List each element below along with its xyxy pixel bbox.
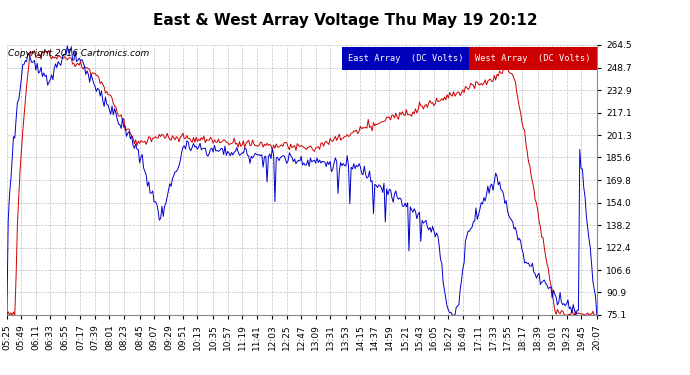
Text: East Array  (DC Volts): East Array (DC Volts) — [348, 54, 463, 63]
Text: East & West Array Voltage Thu May 19 20:12: East & West Array Voltage Thu May 19 20:… — [152, 13, 538, 28]
Text: Copyright 2016 Cartronics.com: Copyright 2016 Cartronics.com — [8, 49, 149, 58]
Text: West Array  (DC Volts): West Array (DC Volts) — [475, 54, 591, 63]
